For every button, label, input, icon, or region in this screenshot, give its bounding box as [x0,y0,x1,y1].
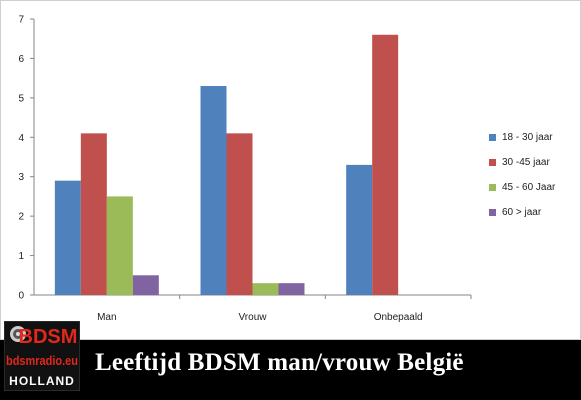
y-tick-label: 0 [18,291,24,302]
legend-swatch [489,134,496,141]
bar [226,133,253,295]
legend-item: 18 - 30 jaar [489,125,577,150]
legend-swatch [489,159,496,166]
y-tick-label: 2 [18,212,24,223]
logo-bdsm-text: BDSM [19,326,78,348]
bar [200,86,227,296]
logo-url-text: bdsmradio.eu [6,353,78,368]
x-tick-label: Onbepaald [374,312,423,323]
speaker-icon [10,326,26,342]
legend-label: 45 - 60 Jaar [502,182,556,193]
bar-chart: 0 1 2 3 4 5 6 7 Man Vrouw Onbepaald [18,15,472,323]
legend-item: 60 > jaar [489,200,577,225]
legend-swatch [489,184,496,191]
bar [80,133,107,295]
y-tick-label: 4 [18,133,24,144]
legend-label: 60 > jaar [502,207,542,218]
banner-title: Leeftijd BDSM man/vrouw België [95,349,464,376]
y-tick-label: 1 [18,251,24,262]
bar [278,283,305,295]
y-tick-label: 3 [18,172,24,183]
bdsmradio-logo: BDSM bdsmradio.eu HOLLAND [4,321,80,391]
legend-item: 45 - 60 Jaar [489,175,577,200]
y-tick-label: 7 [18,15,24,26]
x-tick-label: Man [97,312,116,323]
y-tick-label: 5 [18,93,24,104]
logo-holland-text: HOLLAND [9,374,75,388]
bar [106,196,133,295]
y-tick-label: 6 [18,54,24,65]
chart-legend: 18 - 30 jaar 30 -45 jaar 45 - 60 Jaar 60 > … [489,125,577,225]
bar [54,180,81,295]
legend-label: 18 - 30 jaar [502,132,553,143]
bar [346,164,373,295]
legend-swatch [489,209,496,216]
legend-item: 30 -45 jaar [489,150,577,175]
bar [372,34,399,296]
bar [132,275,159,295]
bar [252,283,279,295]
x-tick-label: Vrouw [239,312,268,323]
banner [0,340,581,400]
chart-area: 0 1 2 3 4 5 6 7 Man Vrouw Onbepaald 18 - 30 jaar 30… [0,0,581,340]
legend-label: 30 -45 jaar [502,157,550,168]
